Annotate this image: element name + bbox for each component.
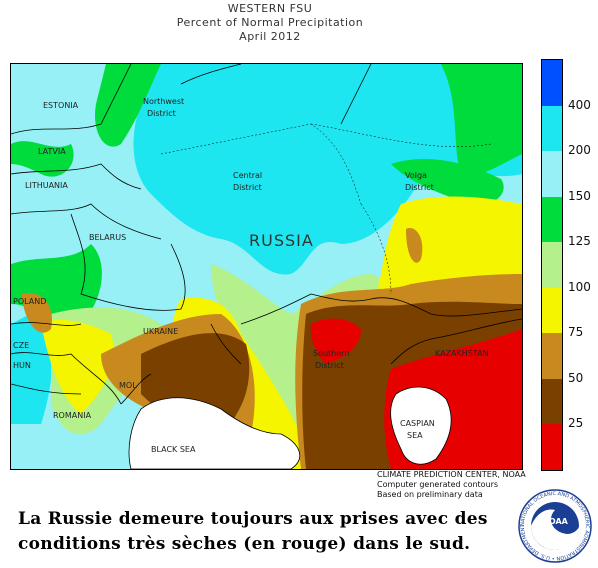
label-volga-line2: District — [405, 183, 434, 192]
label-romania: ROMANIA — [53, 411, 92, 420]
label-caspian-line2: SEA — [407, 431, 423, 440]
credit-line-1: CLIMATE PREDICTION CENTER, NOAA — [377, 470, 526, 479]
label-central-line2: District — [233, 183, 262, 192]
map-subtitle: Percent of Normal Precipitation — [176, 16, 364, 29]
caspian-sea — [390, 386, 452, 465]
contour-400 — [133, 64, 522, 275]
legend-label: 75 — [568, 325, 584, 340]
contour-150-ne — [441, 64, 522, 175]
label-poland: POLAND — [13, 297, 46, 306]
legend-band — [542, 424, 562, 470]
contour-100-west — [41, 319, 114, 414]
credit-block: CLIMATE PREDICTION CENTER, NOAA Computer… — [377, 470, 526, 500]
legend-label: 25 — [568, 416, 584, 431]
credit-line-3: Based on preliminary data — [377, 490, 483, 499]
label-southern-line1: Southern — [313, 349, 349, 358]
caption-line-1: La Russie demeure toujours aux prises av… — [18, 509, 488, 529]
map-title: WESTERN FSU — [227, 2, 313, 15]
contour-150-volga — [391, 159, 504, 205]
caption: La Russie demeure toujours aux prises av… — [18, 507, 488, 557]
contour-150-nw — [95, 64, 161, 147]
legend-band — [542, 60, 562, 106]
noaa-logo: NATIONAL OCEANIC AND ATMOSPHERIC ADMINIS… — [515, 484, 593, 564]
noaa-logo-text: NOAA — [542, 517, 568, 526]
noaa-logo-svg: NATIONAL OCEANIC AND ATMOSPHERIC ADMINIS… — [515, 484, 592, 563]
legend-label: 150 — [568, 188, 591, 203]
label-russia: RUSSIA — [249, 231, 314, 250]
legend-band — [542, 242, 562, 288]
credit-line-2: Computer generated contours — [377, 480, 499, 489]
label-kazakhstan: KAZAKHSTAN — [435, 349, 489, 358]
label-central-line1: Central — [233, 171, 262, 180]
contour-75-volga — [406, 228, 423, 263]
legend-label: 400 — [568, 97, 591, 112]
label-volga-district: Volga District — [405, 171, 434, 192]
label-southern-line2: District — [315, 361, 344, 370]
legend-label: 125 — [568, 234, 591, 249]
label-caspian-line1: CASPIAN — [400, 419, 435, 428]
district-borders — [160, 123, 492, 295]
legend-band — [542, 287, 562, 334]
contour-400-west — [11, 312, 53, 424]
precipitation-map-svg: ESTONIA LATVIA LITHUANIA BELARUS POLAND … — [11, 64, 522, 469]
label-black-sea: BLACK SEA — [151, 445, 196, 454]
legend-color-bar — [541, 59, 563, 471]
legend-band — [542, 333, 562, 379]
label-hungary: HUN — [13, 361, 31, 370]
precipitation-map: ESTONIA LATVIA LITHUANIA BELARUS POLAND … — [10, 63, 523, 470]
label-central-district: Central District — [233, 171, 265, 192]
label-ukraine: UKRAINE — [143, 327, 178, 336]
noaa-bird-icon — [531, 509, 579, 550]
legend-band — [542, 105, 562, 152]
label-estonia: ESTONIA — [43, 101, 79, 110]
label-caspian-sea: CASPIAN SEA — [400, 419, 437, 440]
label-belarus: BELARUS — [89, 233, 126, 242]
legend-band — [542, 151, 562, 197]
legend-label: 100 — [568, 279, 591, 294]
country-borders — [11, 64, 522, 405]
contour-25-southern — [310, 318, 361, 364]
map-date: April 2012 — [239, 30, 301, 43]
map-title-block: WESTERN FSU Percent of Normal Precipitat… — [0, 2, 540, 44]
label-latvia: LATVIA — [38, 147, 66, 156]
black-sea — [128, 397, 301, 469]
legend-band — [542, 378, 562, 425]
label-volga-line1: Volga — [405, 171, 427, 180]
contour-150-baltic — [11, 141, 74, 177]
legend-label: 50 — [568, 370, 584, 385]
label-northwest-district: Northwest District — [143, 97, 187, 118]
caption-line-2: conditions très sèches (en rouge) dans l… — [18, 534, 471, 554]
label-southern-district: Southern District — [313, 349, 352, 370]
label-lithuania: LITHUANIA — [25, 181, 68, 190]
legend-label: 200 — [568, 143, 591, 158]
label-northwest-line1: Northwest — [143, 97, 184, 106]
contour-75-poland — [21, 293, 52, 333]
legend-band — [542, 196, 562, 243]
label-northwest-line2: District — [147, 109, 176, 118]
label-moldova: MOL — [119, 381, 137, 390]
label-czech: CZE — [13, 341, 29, 350]
